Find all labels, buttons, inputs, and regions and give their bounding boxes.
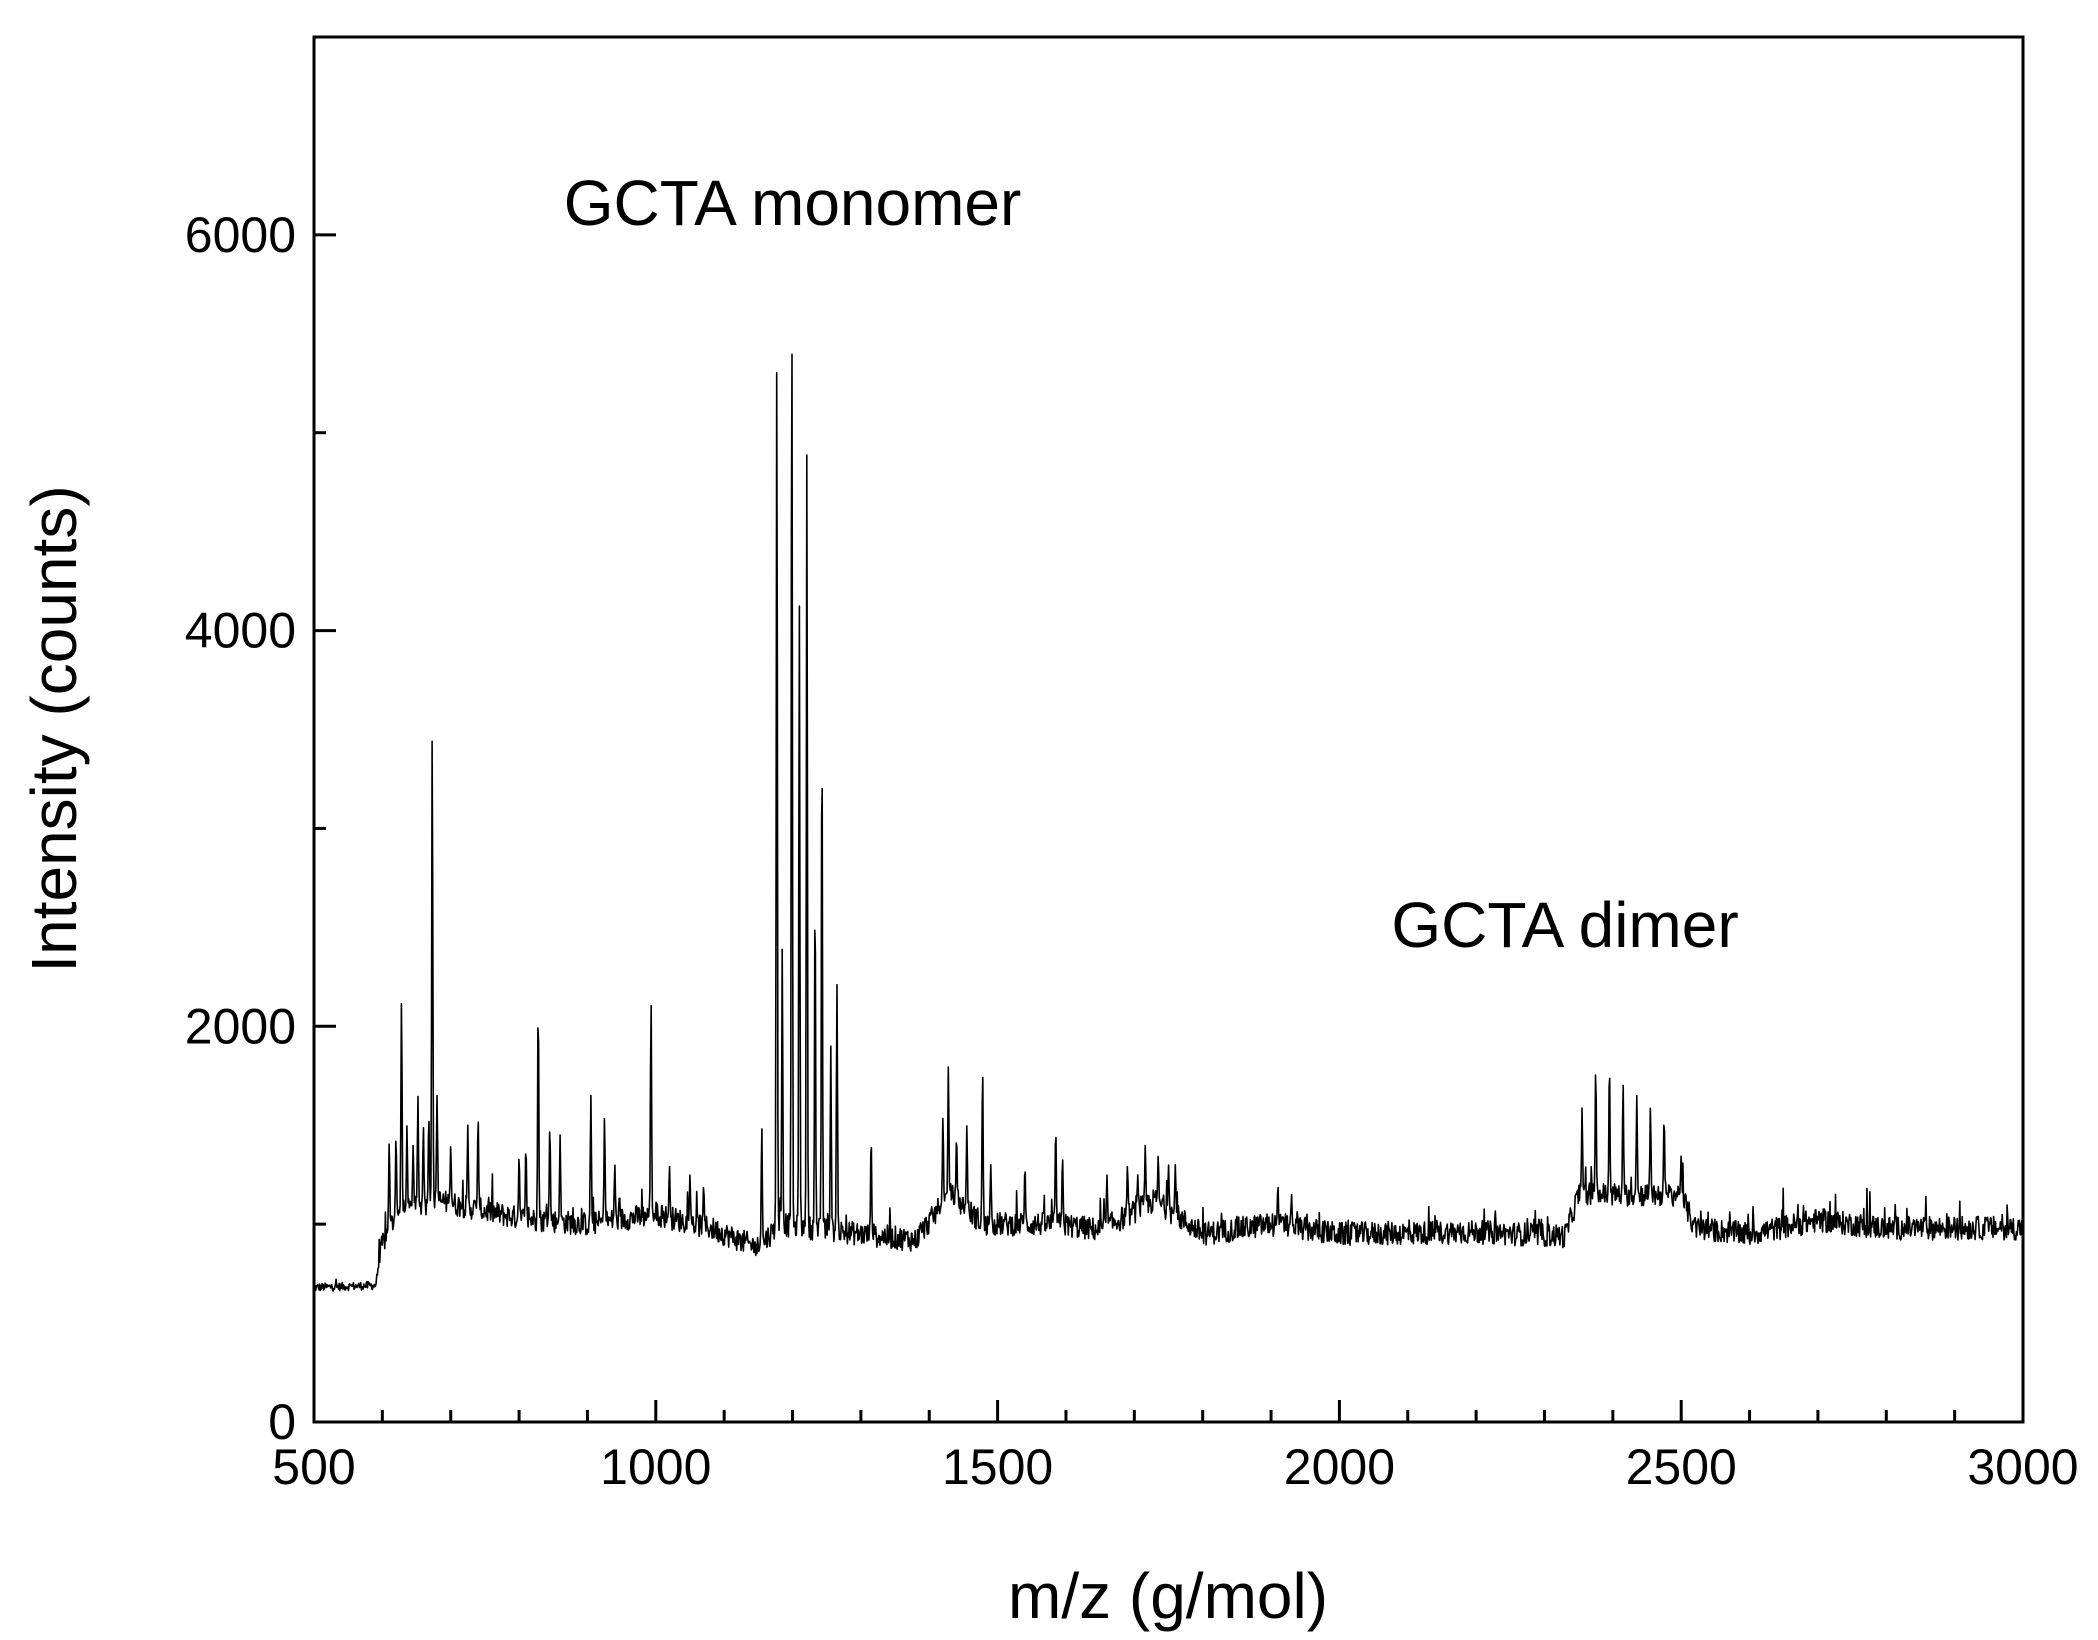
y-axis-ticks [314, 35, 336, 1424]
annotation-gcta-dimer: GCTA dimer [1391, 889, 1738, 961]
x-axis-ticks [312, 1400, 2025, 1422]
spectrum-trace [313, 353, 2024, 1292]
y-tick-label: 6000 [185, 207, 296, 263]
x-tick-label: 1000 [600, 1439, 711, 1495]
x-axis-title: m/z (g/mol) [1008, 1560, 1328, 1632]
x-tick-label: 2500 [1626, 1439, 1737, 1495]
plot-area-background [314, 37, 2023, 1422]
y-tick-label: 2000 [185, 998, 296, 1054]
x-tick-label: 500 [272, 1439, 355, 1495]
plot-frame [312, 35, 2025, 1424]
annotation-gcta-monomer: GCTA monomer [564, 167, 1022, 239]
y-axis-tick-labels: 0 2000 4000 6000 [185, 207, 296, 1450]
x-tick-label: 2000 [1284, 1439, 1395, 1495]
y-tick-label: 4000 [185, 603, 296, 659]
x-axis-tick-labels: 500 1000 1500 2000 2500 3000 [272, 1439, 2078, 1495]
y-axis-title: Intensity (counts) [18, 485, 90, 972]
y-tick-label: 0 [268, 1394, 296, 1450]
x-tick-label: 1500 [942, 1439, 1053, 1495]
x-tick-label: 3000 [1967, 1439, 2078, 1495]
